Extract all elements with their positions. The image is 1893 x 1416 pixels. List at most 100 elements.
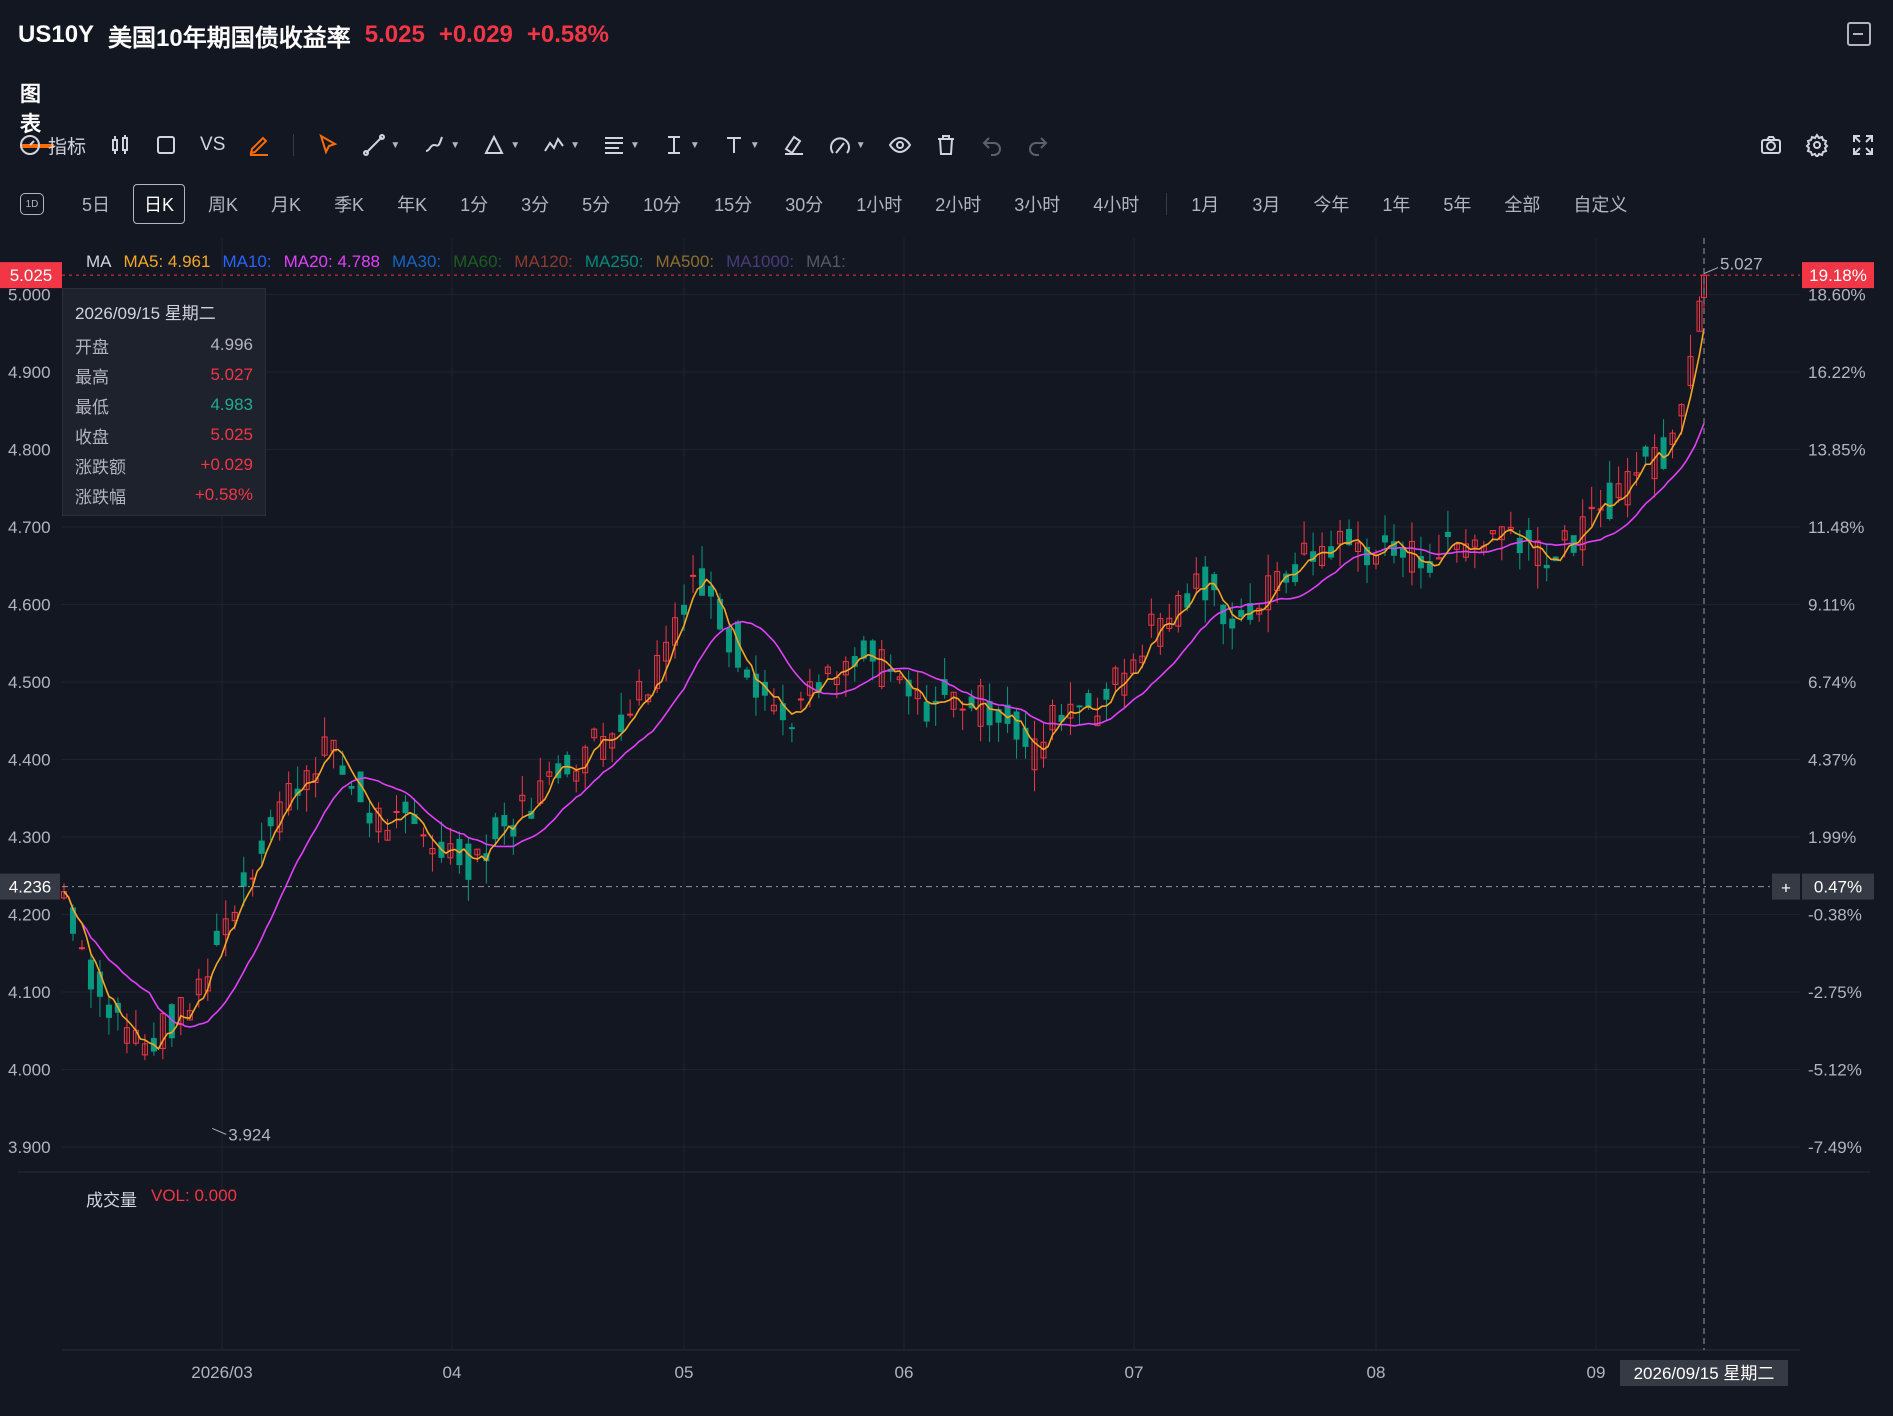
settings-button[interactable] [1805, 128, 1829, 162]
fibonacci-tool[interactable]: ▼ [602, 128, 640, 162]
candles-group [61, 273, 1707, 1061]
x-axis-label: 07 [1125, 1363, 1144, 1382]
range-all[interactable]: 全部 [1504, 195, 1541, 215]
period-2h[interactable]: 2小时 [935, 195, 982, 215]
candle-body [375, 807, 382, 833]
candle-body [258, 840, 265, 854]
chart-canvas[interactable]: 5.000 18.60% 4.900 16.22% 4.800 13.85% 4.700 11… [0, 238, 1893, 1416]
candle-body [869, 640, 876, 662]
candle-body [1471, 539, 1478, 548]
period-4h[interactable]: 4小时 [1093, 195, 1140, 215]
period-year[interactable]: 年K [397, 195, 428, 215]
period-selector: 1D 5日 日K 周K 月K 季K 年K 1分 3分 5分 10分 15分 30… [20, 184, 1650, 224]
candle-body [1624, 471, 1631, 506]
period-1m[interactable]: 1分 [460, 195, 489, 215]
tooltip-row: 最低 4.983 [75, 390, 253, 420]
period-month[interactable]: 月K [271, 195, 302, 215]
candle-type-button[interactable] [108, 128, 132, 162]
period-1h[interactable]: 1小时 [856, 195, 903, 215]
range-5y[interactable]: 5年 [1443, 195, 1472, 215]
candle-body [186, 1010, 193, 1021]
period-quarter[interactable]: 季K [334, 195, 365, 215]
cursor-date-badge [1620, 1360, 1788, 1386]
price-chart[interactable]: 5.000 18.60% 4.900 16.22% 4.800 13.85% 4.700 11… [0, 238, 1893, 1416]
candle-body [1193, 573, 1200, 589]
candle-body [914, 689, 921, 700]
candle-body [1355, 542, 1362, 552]
cursor-tool[interactable] [316, 128, 340, 162]
range-ytd[interactable]: 今年 [1313, 195, 1350, 215]
square-icon [157, 136, 176, 154]
y-axis-label-left: 4.200 [8, 906, 51, 925]
candle-body [159, 1013, 166, 1050]
shape-tool[interactable]: ▼ [482, 128, 520, 162]
period-3h[interactable]: 3小时 [1014, 195, 1061, 215]
chevron-down-icon: ▼ [510, 139, 521, 151]
candle-body [1103, 688, 1110, 700]
exit-fullscreen-icon[interactable] [1847, 22, 1871, 46]
range-1mo[interactable]: 1月 [1191, 195, 1220, 215]
range-1y[interactable]: 1年 [1382, 195, 1411, 215]
tab-chart[interactable]: 图表 [20, 78, 54, 148]
period-day[interactable]: 日K [133, 184, 186, 224]
fullscreen-button[interactable] [1851, 128, 1875, 162]
candle-body [1049, 704, 1056, 731]
candle-body [1606, 482, 1613, 520]
gear-icon [1805, 133, 1829, 157]
candle-body [519, 794, 526, 802]
range-3mo[interactable]: 3月 [1252, 195, 1281, 215]
text-tool[interactable]: ▼ [722, 128, 760, 162]
delete-tool[interactable] [934, 128, 958, 162]
period-5d[interactable]: 5日 [82, 195, 111, 215]
candle-body [1229, 618, 1236, 629]
period-15m[interactable]: 15分 [714, 195, 753, 215]
measure-tool[interactable]: ▼ [662, 128, 700, 162]
gauge-icon [20, 135, 40, 155]
magnet-tool[interactable]: ▼ [828, 128, 866, 162]
ma-legend-item: MA60: [453, 252, 503, 271]
compare-button[interactable]: VS [200, 128, 225, 162]
indicator-button[interactable]: 指标 [18, 128, 86, 162]
period-week[interactable]: 周K [208, 195, 239, 215]
candle-body [87, 959, 94, 990]
period-5m[interactable]: 5分 [582, 195, 611, 215]
tooltip-value: 5.027 [210, 365, 253, 384]
undo-button[interactable] [980, 128, 1004, 162]
layout-button[interactable] [154, 128, 178, 162]
eraser-tool[interactable] [782, 128, 806, 162]
y-axis-label-left: 4.800 [8, 441, 51, 460]
candle-body [474, 848, 481, 856]
pattern-tool[interactable]: ▼ [542, 128, 580, 162]
ma-legend-item: MA30: [392, 252, 442, 271]
candle-body [1642, 446, 1649, 457]
tooltip-value: 5.025 [210, 425, 253, 444]
redo-button[interactable] [1026, 128, 1050, 162]
candle-body [968, 696, 975, 709]
trendline-tool[interactable]: ▼ [362, 128, 400, 162]
candle-body [339, 765, 346, 775]
tooltip-row: 最高 5.027 [75, 360, 253, 390]
screenshot-button[interactable] [1759, 128, 1783, 162]
candle-body [1669, 432, 1676, 445]
candle-body [357, 771, 364, 803]
brush-tool[interactable]: ▼ [422, 128, 460, 162]
visibility-tool[interactable] [888, 128, 912, 162]
candle-body [141, 1043, 148, 1056]
candle-body [1453, 543, 1460, 550]
period-10m[interactable]: 10分 [643, 195, 682, 215]
draw-toggle-button[interactable] [247, 128, 271, 162]
candle-body [1364, 546, 1371, 566]
x-axis-label: 04 [443, 1363, 462, 1382]
cursor-date-label: 2026/09/15 星期二 [1634, 1364, 1775, 1383]
candle-body [402, 801, 409, 814]
candle-body [905, 679, 912, 697]
chevron-down-icon: ▼ [749, 139, 760, 151]
candle-body [447, 843, 454, 859]
candle-body [708, 585, 715, 597]
range-custom[interactable]: 自定义 [1573, 195, 1628, 215]
candle-body [618, 714, 625, 732]
period-3m[interactable]: 3分 [521, 195, 550, 215]
candle-body [393, 810, 400, 813]
period-icon[interactable]: 1D [20, 193, 44, 215]
period-30m[interactable]: 30分 [785, 195, 824, 215]
